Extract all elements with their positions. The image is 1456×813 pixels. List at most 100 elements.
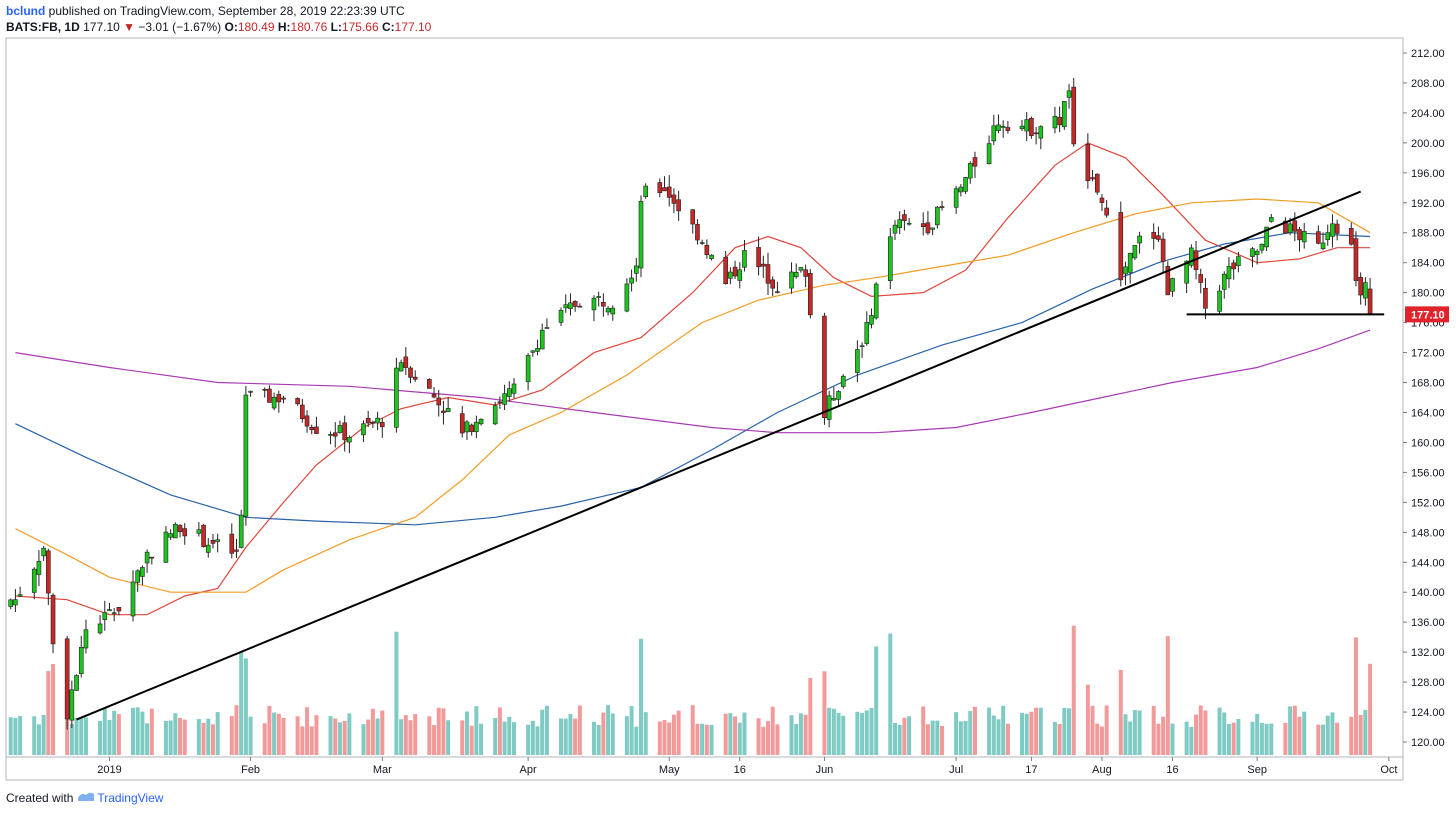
candle-body <box>1029 117 1034 136</box>
volume-bar <box>775 724 780 755</box>
volume-bar <box>497 707 502 755</box>
time-axis[interactable]: 2019 Feb Mar Apr May 16 Jun Jul 17 Aug 16 Sep Oct <box>97 757 1397 776</box>
candle-body <box>662 187 667 192</box>
volume-bar <box>131 707 135 755</box>
volume-bar <box>1071 625 1076 755</box>
volume-bar <box>770 706 775 755</box>
trendlines[interactable] <box>76 190 1385 721</box>
candle-body <box>1198 274 1204 283</box>
volume-bar <box>1085 684 1090 755</box>
candle-body <box>1005 127 1011 131</box>
candle-body <box>1104 207 1109 216</box>
volume-bar <box>766 721 770 755</box>
candle-body <box>1094 173 1100 193</box>
candle-body <box>732 266 738 277</box>
price-tick-label: 160.00 <box>1411 437 1445 449</box>
candle-body <box>1024 119 1030 132</box>
candle-body <box>690 209 696 225</box>
candle-body <box>314 426 319 434</box>
volume-bar <box>464 711 469 755</box>
price-tick-label: 184.00 <box>1411 258 1445 270</box>
candle-body <box>347 437 352 443</box>
volume-bar <box>215 712 220 755</box>
volume-bar <box>1358 714 1363 755</box>
volume-bar <box>996 719 1001 755</box>
candle-body <box>1189 247 1194 266</box>
volume-bar <box>624 716 629 755</box>
volume-bar <box>803 714 808 755</box>
candle-body <box>1226 266 1232 280</box>
candle-body <box>238 514 244 548</box>
volume-bar <box>399 719 404 755</box>
volume-bar <box>276 713 281 755</box>
volume-bar <box>300 726 305 755</box>
candle-body <box>309 426 315 430</box>
candle-body <box>793 271 799 278</box>
price-tick-label: 156.00 <box>1411 467 1445 479</box>
down-arrow-icon: ▼ <box>123 20 136 34</box>
volume-bar <box>1104 705 1109 755</box>
volume-bar <box>1302 711 1307 755</box>
candle-body <box>1066 90 1072 98</box>
volume-bar <box>1161 716 1166 755</box>
candle-body <box>836 391 841 400</box>
volume-bar <box>295 716 300 755</box>
price-tick-label: 128.00 <box>1411 677 1445 689</box>
candle-body <box>1325 232 1331 241</box>
candle-body <box>144 551 150 564</box>
author-link[interactable]: bclund <box>6 4 46 18</box>
candle-body <box>539 329 545 350</box>
volume-bar <box>328 716 333 755</box>
volume-bar <box>1330 712 1335 755</box>
price-tick-label: 140.00 <box>1411 587 1445 599</box>
candle-body <box>464 421 470 433</box>
candle-body <box>840 375 846 387</box>
candle-body <box>474 421 479 433</box>
volume-bar <box>337 722 342 755</box>
volume-bar <box>874 646 879 755</box>
volume-bar <box>502 721 507 755</box>
candle-body <box>445 408 451 413</box>
volume-bar <box>1363 709 1368 755</box>
ma50-line <box>15 198 1371 593</box>
volume-bar <box>446 720 451 755</box>
volume-bar <box>1222 712 1227 755</box>
volume-bar <box>1095 723 1100 755</box>
volume-bar <box>972 706 977 755</box>
price-tick-label: 124.00 <box>1411 707 1445 719</box>
candle-body <box>972 157 978 167</box>
candle-body <box>130 581 136 617</box>
candles <box>8 77 1373 730</box>
volume-bar <box>1250 721 1255 755</box>
candle-body <box>441 410 446 413</box>
candle-body <box>789 271 794 289</box>
candle-body <box>638 201 644 269</box>
volume-bar <box>869 708 874 755</box>
candle-body <box>107 609 112 612</box>
time-tick-label: May <box>659 764 680 776</box>
candle-body <box>1118 212 1124 281</box>
volume-bar <box>1020 712 1024 755</box>
price-tick-label: 136.00 <box>1411 617 1445 629</box>
volume-bar <box>1024 713 1029 755</box>
candle-body <box>31 568 37 593</box>
candle-body <box>196 529 202 534</box>
time-tick-label: 2019 <box>97 764 121 776</box>
candle-body <box>511 383 517 394</box>
volume-bar <box>116 714 121 755</box>
candle-body <box>361 423 366 436</box>
volume-bar <box>239 651 244 755</box>
candle-body <box>149 556 155 559</box>
volume-bar <box>954 712 959 755</box>
candle-body <box>958 186 964 193</box>
volume-bar <box>1038 707 1043 755</box>
volume-bar <box>1137 710 1142 755</box>
price-axis[interactable]: 120.00 124.00 128.00 132.00 136.00 140.00 144.… <box>1403 48 1445 749</box>
volume-bar <box>1203 710 1208 755</box>
candle-body <box>760 263 766 267</box>
candle-body <box>271 396 277 409</box>
tradingview-link[interactable]: TradingView <box>97 790 164 805</box>
volume-bar <box>629 706 634 755</box>
volume-bar <box>441 708 446 755</box>
